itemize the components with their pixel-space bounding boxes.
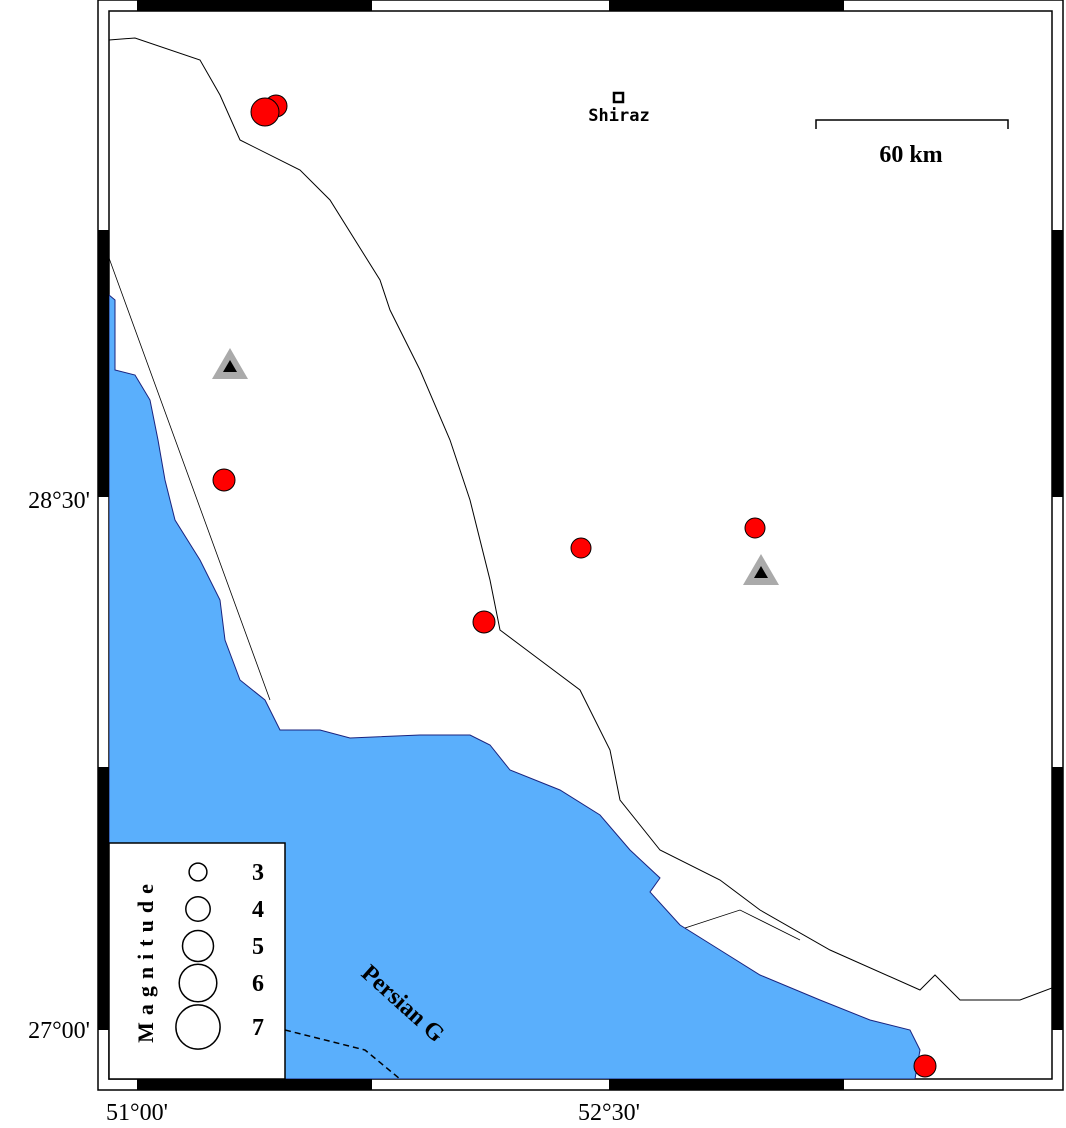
legend-title: Magnitude: [133, 877, 158, 1043]
legend-symbol: [188, 862, 208, 882]
lon-label: 51°00': [106, 1100, 168, 1126]
legend-symbol: [181, 929, 215, 963]
lon-label: 52°30': [578, 1100, 640, 1126]
station: [754, 566, 768, 578]
scale-label: 60 km: [879, 142, 942, 168]
legend-label: 4: [252, 897, 264, 923]
boundary: [109, 257, 801, 941]
sea: [109, 294, 921, 1079]
legend-symbol: [178, 963, 218, 1003]
event: [744, 517, 766, 539]
legend-label: 6: [252, 971, 264, 997]
events: [212, 94, 937, 1078]
stations: [212, 348, 779, 585]
border-dashed: [284, 1029, 401, 1079]
legend-symbol: [185, 896, 211, 922]
scale-bar: [815, 119, 1009, 129]
event: [212, 468, 236, 492]
legend-symbol: [175, 1004, 221, 1050]
frame-ticks: [98, 0, 1063, 1090]
event: [913, 1054, 937, 1078]
legend: Magnitude 3 4 5 6 7: [108, 842, 286, 1080]
event: [570, 537, 592, 559]
lat-label: 28°30': [28, 488, 90, 514]
event: [472, 610, 496, 634]
boundary: [109, 37, 1052, 1001]
city-marker: [612, 91, 625, 104]
legend-label: 5: [252, 934, 264, 960]
lat-label: 27°00': [28, 1018, 90, 1044]
legend-label: 3: [252, 860, 264, 886]
event: [250, 97, 280, 127]
station: [223, 360, 237, 372]
legend-label: 7: [252, 1015, 264, 1041]
city-label: Shiraz: [588, 106, 649, 126]
